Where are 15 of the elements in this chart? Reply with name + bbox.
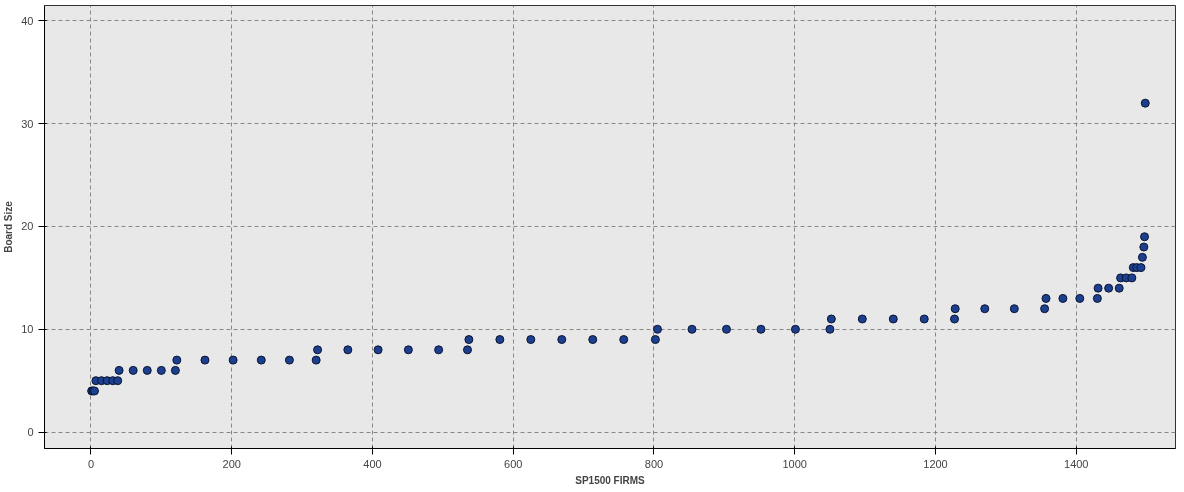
y-tick-label: 10 — [21, 323, 34, 336]
x-tick-label: 200 — [222, 457, 241, 470]
y-tick-label: 0 — [27, 426, 34, 439]
y-tick-label: 20 — [21, 220, 34, 233]
x-tick-label: 0 — [87, 457, 95, 470]
x-axis-title: SP1500 FIRMS — [575, 474, 646, 486]
x-tick-label: 1200 — [923, 457, 948, 470]
x-tick-label: 1400 — [1064, 457, 1089, 470]
x-tick-label: 600 — [504, 457, 523, 470]
x-tick-label: 400 — [363, 457, 382, 470]
y-axis-title: Board Size — [3, 200, 15, 253]
y-tick-label: 40 — [21, 14, 34, 27]
x-tick-label: 1000 — [782, 457, 807, 470]
x-tick-label: 800 — [644, 457, 664, 470]
y-tick-label: 30 — [21, 117, 34, 130]
